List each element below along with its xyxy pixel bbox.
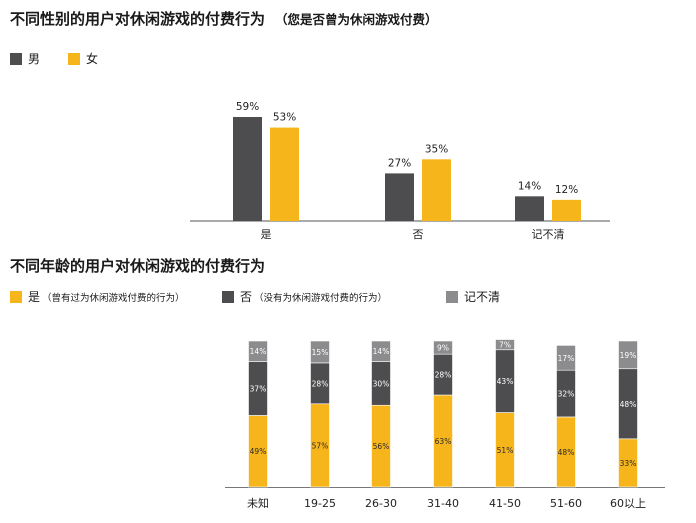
legend-note-no: （没有为休闲游戏付费的行为） <box>254 292 388 304</box>
legend-label-male: 男 <box>28 52 41 66</box>
gender-bar-label-0-0: 59% <box>236 101 259 113</box>
gender-legend-male: 男 <box>10 50 40 67</box>
gender-bar-1-0 <box>385 173 414 221</box>
age-bar-label-4-2: 7% <box>499 341 511 350</box>
gender-chart-title: 不同性别的用户对休闲游戏的付费行为 （您是否曾为休闲游戏付费） <box>10 8 438 29</box>
age-bar-label-1-1: 28% <box>312 379 329 388</box>
age-bar-label-1-0: 57% <box>312 441 329 450</box>
age-bar-label-6-1: 48% <box>620 400 637 409</box>
gender-chart-title-text: 不同性别的用户对休闲游戏的付费行为 <box>10 10 266 28</box>
age-bar-label-4-1: 43% <box>497 377 514 386</box>
legend-label-unsure: 记不清 <box>464 290 501 304</box>
age-bar-5-2 <box>556 345 576 371</box>
age-bar-label-5-1: 32% <box>558 390 575 399</box>
gender-bar-label-1-0: 27% <box>388 157 411 169</box>
age-category-label-4: 41-50 <box>489 497 521 510</box>
gender-bar-label-0-1: 53% <box>273 112 296 124</box>
gender-category-label-2: 记不清 <box>532 228 565 241</box>
legend-label-no: 否 <box>240 290 253 304</box>
age-bar-6-2 <box>618 340 638 370</box>
age-bar-label-6-2: 19% <box>620 351 637 360</box>
age-category-label-1: 19-25 <box>304 497 336 510</box>
legend-swatch-male <box>10 52 22 65</box>
age-chart-title: 不同年龄的用户对休闲游戏的付费行为 <box>10 257 266 275</box>
age-bar-label-3-1: 28% <box>435 371 452 380</box>
age-bar-3-2 <box>433 340 453 355</box>
age-bar-label-1-2: 15% <box>312 348 329 357</box>
age-bar-label-6-0: 33% <box>620 459 637 468</box>
legend-label-female: 女 <box>86 52 99 66</box>
age-bar-label-2-2: 14% <box>373 347 390 356</box>
age-legend-yes: 是（曾有过为休闲游戏付费的行为） <box>10 288 185 305</box>
age-bar-label-0-2: 14% <box>250 347 267 356</box>
gender-bar-1-1 <box>422 159 451 221</box>
gender-legend-female: 女 <box>68 50 98 67</box>
age-legend-unsure: 记不清 <box>446 288 500 305</box>
gender-bar-label-2-1: 12% <box>555 184 578 196</box>
age-bar-label-5-2: 17% <box>558 354 575 363</box>
legend-label-yes: 是 <box>28 290 41 304</box>
legend-swatch-no <box>222 290 234 303</box>
gender-bar-2-0 <box>515 196 544 221</box>
age-bar-1-2 <box>310 340 330 364</box>
legend-note-yes: （曾有过为休闲游戏付费的行为） <box>42 292 185 304</box>
legend-swatch-yes <box>10 290 22 303</box>
gender-category-label-0: 是 <box>261 228 272 241</box>
age-bar-label-0-0: 49% <box>250 447 267 456</box>
age-bar-label-5-0: 48% <box>558 448 575 457</box>
legend-swatch-unsure <box>446 290 458 303</box>
legend-swatch-female <box>68 52 80 65</box>
age-category-label-0: 未知 <box>247 496 269 510</box>
gender-category-label-1: 否 <box>413 228 424 241</box>
age-category-label-2: 26-30 <box>365 497 397 510</box>
age-bar-label-4-0: 51% <box>497 446 514 455</box>
age-bar-label-3-0: 63% <box>435 437 452 446</box>
age-bar-4-2 <box>495 339 515 351</box>
gender-bar-label-2-0: 14% <box>518 180 541 192</box>
age-bar-label-3-2: 9% <box>437 344 449 353</box>
age-category-label-6: 60以上 <box>610 497 646 510</box>
age-bar-label-2-1: 30% <box>373 379 390 388</box>
age-legend-no: 否（没有为休闲游戏付费的行为） <box>222 288 387 305</box>
gender-bar-label-1-1: 35% <box>425 143 448 155</box>
gender-bar-0-1 <box>270 127 299 221</box>
age-bar-2-2 <box>371 340 391 362</box>
gender-bar-0-0 <box>233 117 262 221</box>
age-bar-label-2-0: 56% <box>373 442 390 451</box>
gender-bar-2-1 <box>552 199 581 221</box>
age-bar-0-2 <box>248 340 268 362</box>
age-category-label-5: 51-60 <box>550 497 582 510</box>
age-category-label-3: 31-40 <box>427 497 459 510</box>
gender-chart-subtitle: （您是否曾为休闲游戏付费） <box>275 12 438 27</box>
age-bar-label-0-1: 37% <box>250 384 267 393</box>
